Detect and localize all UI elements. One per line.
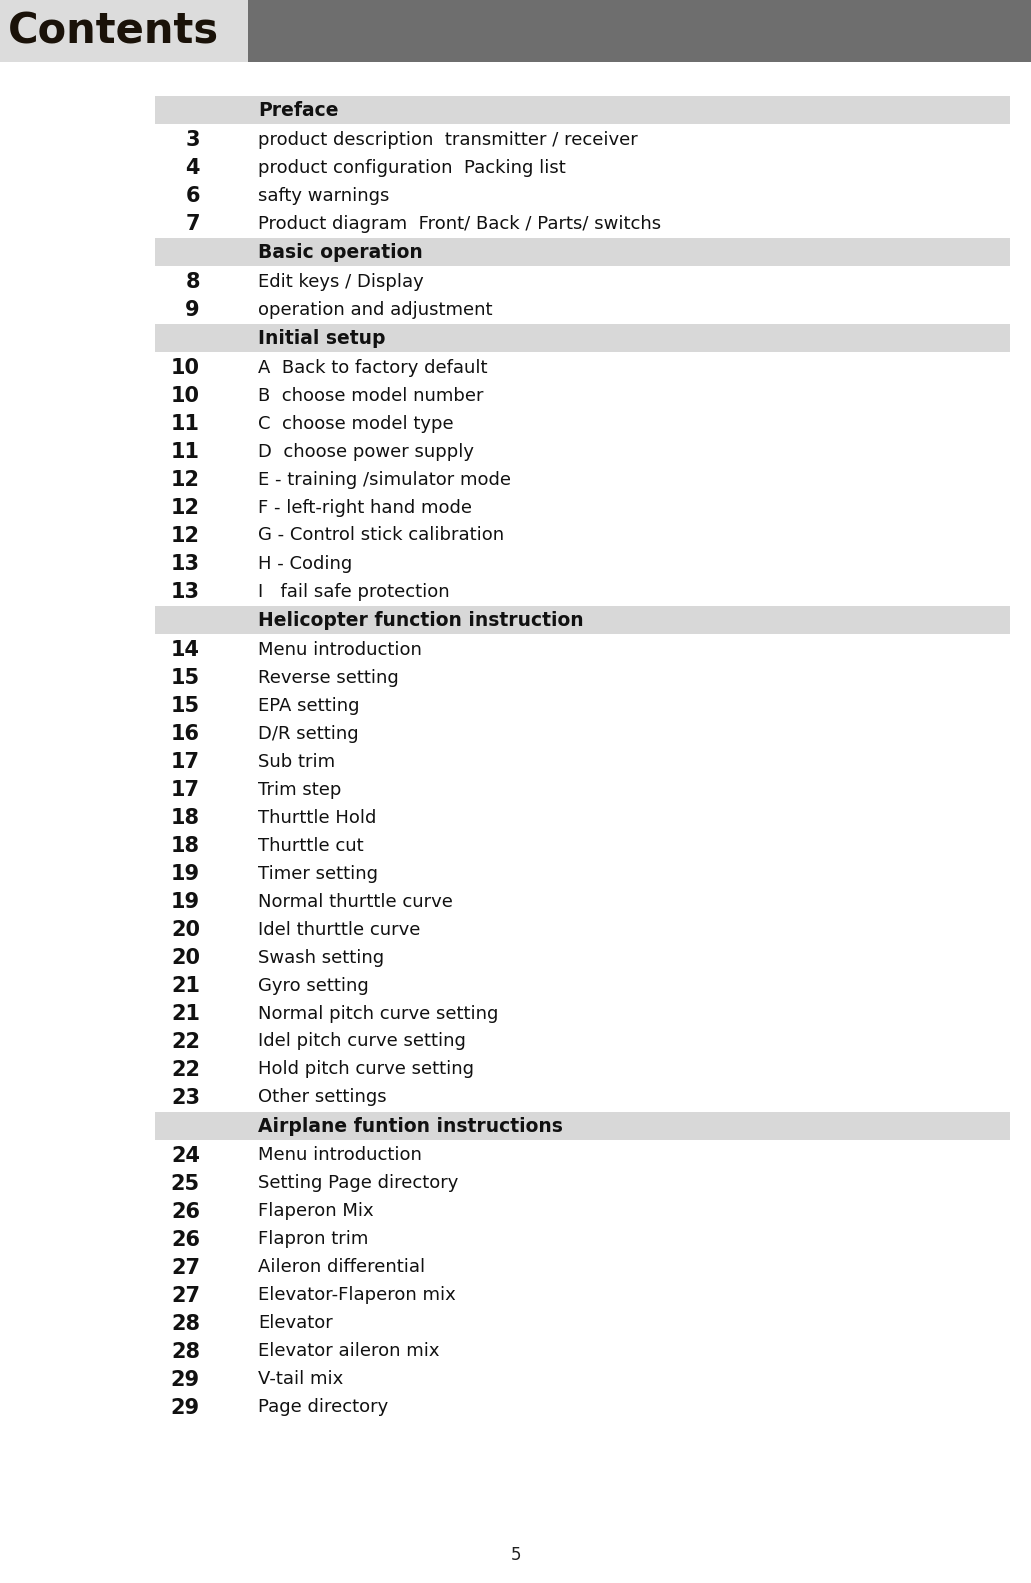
Text: Setting Page directory: Setting Page directory — [258, 1175, 459, 1192]
Text: Airplane funtion instructions: Airplane funtion instructions — [258, 1116, 563, 1135]
Text: 12: 12 — [171, 470, 200, 489]
Text: 22: 22 — [171, 1032, 200, 1051]
Text: Gyro setting: Gyro setting — [258, 977, 369, 994]
Bar — [155, 606, 1010, 635]
Text: V-tail mix: V-tail mix — [258, 1371, 343, 1388]
Text: 11: 11 — [171, 442, 200, 462]
Text: 25: 25 — [171, 1173, 200, 1194]
Text: 23: 23 — [171, 1088, 200, 1108]
Text: 13: 13 — [171, 554, 200, 573]
Text: Trim step: Trim step — [258, 780, 341, 798]
Text: 20: 20 — [171, 920, 200, 939]
Text: G - Control stick calibration: G - Control stick calibration — [258, 527, 504, 545]
Bar — [0, 0, 248, 62]
Text: 13: 13 — [171, 581, 200, 602]
Text: C  choose model type: C choose model type — [258, 415, 454, 432]
Text: E - training /simulator mode: E - training /simulator mode — [258, 470, 511, 489]
Text: Flaperon Mix: Flaperon Mix — [258, 1203, 373, 1220]
Text: 4: 4 — [186, 157, 200, 177]
Text: 22: 22 — [171, 1059, 200, 1080]
Text: safty warnings: safty warnings — [258, 187, 390, 204]
Text: Initial setup: Initial setup — [258, 329, 386, 348]
Text: Idel pitch curve setting: Idel pitch curve setting — [258, 1032, 466, 1051]
Text: Menu introduction: Menu introduction — [258, 1146, 422, 1165]
Text: 27: 27 — [171, 1257, 200, 1277]
Text: Thurttle cut: Thurttle cut — [258, 836, 364, 855]
Text: Edit keys / Display: Edit keys / Display — [258, 272, 424, 291]
Text: 19: 19 — [171, 891, 200, 912]
Text: Hold pitch curve setting: Hold pitch curve setting — [258, 1061, 474, 1078]
Text: Reverse setting: Reverse setting — [258, 668, 399, 687]
Text: Helicopter function instruction: Helicopter function instruction — [258, 611, 584, 630]
Bar — [248, 0, 1031, 62]
Text: Sub trim: Sub trim — [258, 752, 335, 771]
Text: 11: 11 — [171, 413, 200, 434]
Text: operation and adjustment: operation and adjustment — [258, 301, 493, 318]
Bar — [155, 97, 1010, 123]
Text: Thurttle Hold: Thurttle Hold — [258, 809, 376, 826]
Text: Other settings: Other settings — [258, 1089, 387, 1107]
Text: 26: 26 — [171, 1201, 200, 1222]
Bar — [155, 325, 1010, 351]
Text: A  Back to factory default: A Back to factory default — [258, 358, 488, 377]
Text: 29: 29 — [171, 1369, 200, 1390]
Text: Contents: Contents — [8, 9, 220, 52]
Text: 18: 18 — [171, 836, 200, 855]
Text: 26: 26 — [171, 1230, 200, 1249]
Text: Normal thurttle curve: Normal thurttle curve — [258, 893, 453, 910]
Text: 8: 8 — [186, 272, 200, 291]
Text: 15: 15 — [171, 668, 200, 687]
Text: Product diagram  Front/ Back / Parts/ switchs: Product diagram Front/ Back / Parts/ swi… — [258, 215, 661, 233]
Text: 3: 3 — [186, 130, 200, 149]
Text: Elevator-Flaperon mix: Elevator-Flaperon mix — [258, 1287, 456, 1304]
Text: product configuration  Packing list: product configuration Packing list — [258, 158, 566, 176]
Text: 10: 10 — [171, 386, 200, 405]
Text: Elevator aileron mix: Elevator aileron mix — [258, 1342, 439, 1360]
Text: 21: 21 — [171, 975, 200, 996]
Text: 5: 5 — [510, 1547, 521, 1564]
Text: Swash setting: Swash setting — [258, 948, 385, 967]
Text: 29: 29 — [171, 1398, 200, 1417]
Text: 12: 12 — [171, 526, 200, 546]
Text: 6: 6 — [186, 185, 200, 206]
Text: D  choose power supply: D choose power supply — [258, 443, 474, 461]
Text: 14: 14 — [171, 640, 200, 660]
Text: Normal pitch curve setting: Normal pitch curve setting — [258, 1005, 498, 1023]
Text: Basic operation: Basic operation — [258, 242, 423, 261]
Text: Preface: Preface — [258, 100, 338, 119]
Text: Timer setting: Timer setting — [258, 864, 378, 882]
Text: 17: 17 — [171, 779, 200, 799]
Text: 18: 18 — [171, 807, 200, 828]
Text: F - left-right hand mode: F - left-right hand mode — [258, 499, 472, 516]
Text: 15: 15 — [171, 695, 200, 716]
Text: 21: 21 — [171, 1004, 200, 1024]
Text: 28: 28 — [171, 1314, 200, 1333]
Text: 9: 9 — [186, 299, 200, 320]
Text: Page directory: Page directory — [258, 1398, 389, 1417]
Text: 19: 19 — [171, 863, 200, 883]
Text: 10: 10 — [171, 358, 200, 377]
Text: B  choose model number: B choose model number — [258, 386, 484, 405]
Text: 17: 17 — [171, 752, 200, 771]
Text: product description  transmitter / receiver: product description transmitter / receiv… — [258, 130, 638, 149]
Bar — [155, 237, 1010, 266]
Text: Flapron trim: Flapron trim — [258, 1230, 368, 1249]
Text: Aileron differential: Aileron differential — [258, 1258, 425, 1276]
Text: H - Coding: H - Coding — [258, 554, 353, 573]
Text: 24: 24 — [171, 1146, 200, 1165]
Text: Elevator: Elevator — [258, 1314, 333, 1333]
Text: 20: 20 — [171, 948, 200, 967]
Text: EPA setting: EPA setting — [258, 697, 360, 714]
Text: I   fail safe protection: I fail safe protection — [258, 583, 450, 600]
Text: 12: 12 — [171, 497, 200, 518]
Text: 16: 16 — [171, 723, 200, 744]
Text: Menu introduction: Menu introduction — [258, 641, 422, 659]
Text: 27: 27 — [171, 1285, 200, 1306]
Bar — [155, 1111, 1010, 1140]
Text: 7: 7 — [186, 214, 200, 234]
Text: D/R setting: D/R setting — [258, 725, 359, 742]
Text: Idel thurttle curve: Idel thurttle curve — [258, 920, 421, 939]
Text: 28: 28 — [171, 1341, 200, 1361]
